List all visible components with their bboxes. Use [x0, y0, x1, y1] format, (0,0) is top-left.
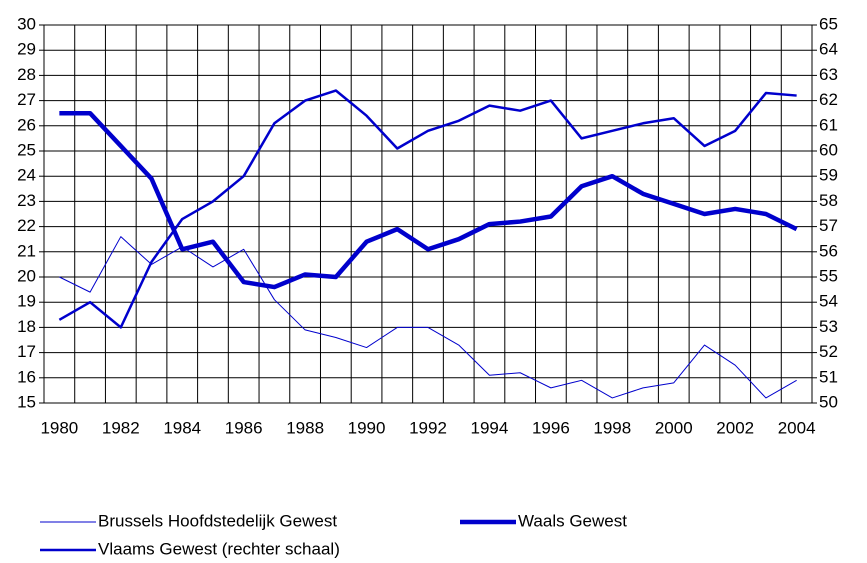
x-tick-label: 1980	[40, 418, 78, 437]
y2-tick-label: 56	[819, 241, 838, 260]
y-tick-label: 15	[17, 392, 36, 411]
y-tick-label: 29	[17, 40, 36, 59]
y-tick-label: 27	[17, 90, 36, 109]
y-tick-label: 16	[17, 367, 36, 386]
y-tick-label: 23	[17, 191, 36, 210]
y2-tick-label: 50	[819, 392, 838, 411]
x-tick-label: 1982	[102, 418, 140, 437]
y-tick-label: 19	[17, 292, 36, 311]
x-tick-label: 1990	[348, 418, 386, 437]
y2-tick-label: 58	[819, 191, 838, 210]
x-tick-label: 2000	[655, 418, 693, 437]
x-tick-label: 2004	[778, 418, 816, 437]
y-tick-label: 20	[17, 266, 36, 285]
y2-tick-label: 52	[819, 342, 838, 361]
y-tick-label: 26	[17, 115, 36, 134]
series-line	[59, 110, 798, 290]
y2-tick-label: 65	[819, 14, 838, 33]
y2-tick-label: 51	[819, 367, 838, 386]
y-tick-label: 28	[17, 65, 36, 84]
y-tick-label: 24	[17, 166, 36, 185]
y2-tick-label: 62	[819, 90, 838, 109]
x-tick-label: 1992	[409, 418, 447, 437]
legend-label: Vlaams Gewest (rechter schaal)	[98, 539, 340, 558]
y2-tick-label: 63	[819, 65, 838, 84]
y-tick-label: 17	[17, 342, 36, 361]
y2-tick-label: 60	[819, 140, 838, 159]
legend-label: Waals Gewest	[518, 511, 627, 530]
y2-tick-label: 59	[819, 166, 838, 185]
y2-tick-label: 54	[819, 292, 838, 311]
x-tick-label: 1984	[163, 418, 201, 437]
y-tick-label: 18	[17, 317, 36, 336]
y-tick-label: 30	[17, 14, 36, 33]
x-tick-label: 2002	[716, 418, 754, 437]
x-tick-label: 1994	[471, 418, 509, 437]
y2-tick-label: 55	[819, 266, 838, 285]
y2-tick-label: 53	[819, 317, 838, 336]
y2-tick-label: 61	[819, 115, 838, 134]
x-tick-label: 1986	[225, 418, 263, 437]
y2-tick-label: 57	[819, 216, 838, 235]
y-tick-label: 25	[17, 140, 36, 159]
plot-frame	[43, 24, 813, 404]
legend-label: Brussels Hoofdstedelijk Gewest	[98, 511, 337, 530]
y-tick-label: 22	[17, 216, 36, 235]
series-line	[58, 89, 797, 329]
x-tick-label: 1996	[532, 418, 570, 437]
y-tick-label: 21	[17, 241, 36, 260]
x-tick-label: 1998	[593, 418, 631, 437]
series-line	[59, 236, 797, 399]
y2-tick-label: 64	[819, 40, 838, 59]
x-tick-label: 1988	[286, 418, 324, 437]
